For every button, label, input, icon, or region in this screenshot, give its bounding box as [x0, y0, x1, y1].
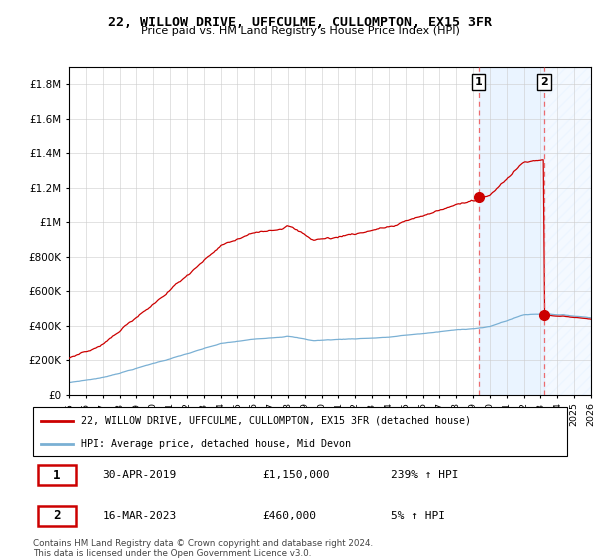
Bar: [544, 67, 591, 395]
Text: Contains HM Land Registry data © Crown copyright and database right 2024.
This d: Contains HM Land Registry data © Crown c…: [33, 539, 373, 558]
Text: 2: 2: [540, 77, 548, 87]
Text: 2: 2: [53, 510, 61, 522]
Text: 30-APR-2019: 30-APR-2019: [103, 470, 176, 480]
Text: 1: 1: [475, 77, 482, 87]
FancyBboxPatch shape: [38, 506, 76, 526]
Text: 239% ↑ HPI: 239% ↑ HPI: [391, 470, 458, 480]
Text: 1: 1: [53, 469, 61, 482]
FancyBboxPatch shape: [38, 465, 76, 485]
Text: £1,150,000: £1,150,000: [263, 470, 330, 480]
Text: 22, WILLOW DRIVE, UFFCULME, CULLOMPTON, EX15 3FR: 22, WILLOW DRIVE, UFFCULME, CULLOMPTON, …: [108, 16, 492, 29]
Text: 16-MAR-2023: 16-MAR-2023: [103, 511, 176, 521]
Text: 22, WILLOW DRIVE, UFFCULME, CULLOMPTON, EX15 3FR (detached house): 22, WILLOW DRIVE, UFFCULME, CULLOMPTON, …: [81, 416, 471, 426]
Bar: [479, 67, 544, 395]
Text: Price paid vs. HM Land Registry's House Price Index (HPI): Price paid vs. HM Land Registry's House …: [140, 26, 460, 36]
Text: HPI: Average price, detached house, Mid Devon: HPI: Average price, detached house, Mid …: [81, 439, 351, 449]
Text: 5% ↑ HPI: 5% ↑ HPI: [391, 511, 445, 521]
Text: £460,000: £460,000: [263, 511, 317, 521]
